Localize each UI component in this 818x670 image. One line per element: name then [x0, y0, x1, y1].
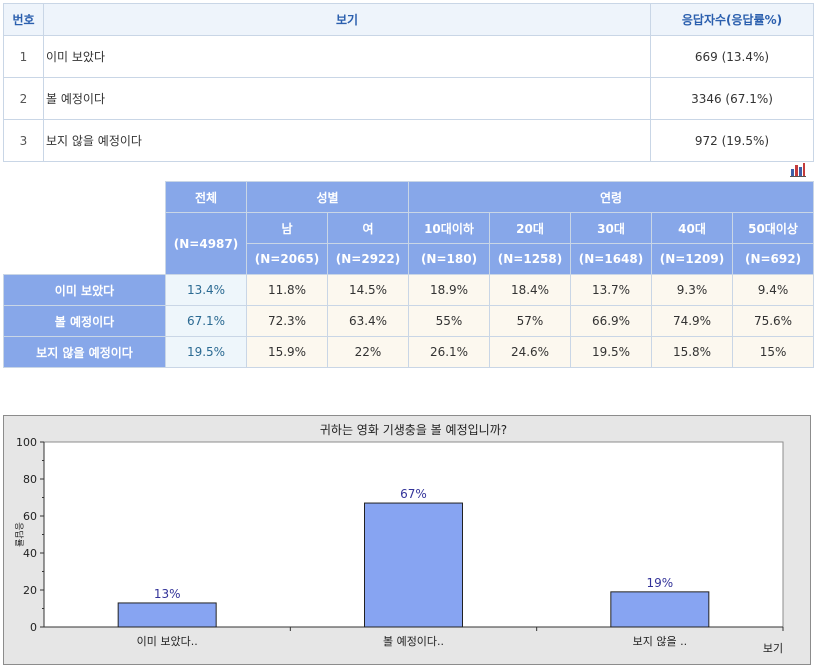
- table-row: 이미 보았다 13.4% 11.8% 14.5% 18.9% 18.4% 13.…: [3, 274, 815, 306]
- x-tick-label: 볼 예정이다..: [383, 635, 444, 648]
- value-cell: 67.1%: [165, 305, 247, 337]
- x-tick-label: 보지 않을 ..: [633, 635, 687, 648]
- value-cell: 66.9%: [570, 305, 652, 337]
- y-axis-label: 응답률: [13, 522, 25, 547]
- y-tick-label: 100: [16, 436, 37, 449]
- gender-label: 여: [327, 212, 409, 244]
- age-n: (N=1209): [651, 243, 733, 275]
- value-cell: 19.5%: [570, 336, 652, 368]
- bar-chart: 귀하는 영화 기생충을 볼 예정입니까? 0 20 40 60 80 100 응답률 13% 이미…: [13, 423, 784, 655]
- x-tick-label: 이미 보았다..: [137, 635, 198, 648]
- value-cell: 63.4%: [327, 305, 409, 337]
- crosstab-table: 전체 성별 연령 (N=4987) 남 여 10대이하 20대 30대 40대 …: [3, 181, 815, 368]
- row-count: 972 (19.5%): [650, 119, 814, 162]
- value-cell: 18.4%: [489, 274, 571, 306]
- y-tick-label: 80: [23, 473, 37, 486]
- row-option: 볼 예정이다: [43, 77, 651, 120]
- row-option: 이미 보았다: [43, 35, 651, 78]
- age-label: 20대: [489, 212, 571, 244]
- bar-chart-icon[interactable]: [790, 162, 806, 177]
- value-cell: 11.8%: [246, 274, 328, 306]
- response-summary-table: 번호 보기 응답자수(응답률%) 1 이미 보았다 669 (13.4%) 2 …: [3, 3, 814, 162]
- bar-data-label: 19%: [646, 576, 673, 590]
- corner-cell: [3, 181, 166, 275]
- value-cell: 14.5%: [327, 274, 409, 306]
- crosstab-group-row: 전체 성별 연령: [3, 181, 815, 275]
- bar: [610, 591, 710, 628]
- value-cell: 9.4%: [731, 274, 815, 306]
- age-label: 10대이하: [408, 212, 490, 244]
- table-row: 보지 않을 예정이다 19.5% 15.9% 22% 26.1% 24.6% 1…: [3, 336, 815, 368]
- value-cell: 74.9%: [651, 305, 733, 337]
- table-row: 2 볼 예정이다 3346 (67.1%): [3, 77, 814, 120]
- gender-n: (N=2922): [327, 243, 409, 275]
- header-count: 응답자수(응답률%): [650, 3, 814, 36]
- age-n: (N=1648): [570, 243, 652, 275]
- y-tick-label: 60: [23, 510, 37, 523]
- y-tick-label: 40: [23, 547, 37, 560]
- y-tick-label: 20: [23, 584, 37, 597]
- header-number: 번호: [3, 3, 44, 36]
- chart-title: 귀하는 영화 기생충을 볼 예정입니까?: [320, 423, 507, 437]
- row-number: 1: [3, 35, 44, 78]
- y-tick-label: 0: [30, 621, 37, 634]
- row-label: 이미 보았다: [3, 274, 166, 306]
- table-row: 3 보지 않을 예정이다 972 (19.5%): [3, 119, 814, 162]
- crosstab-n-row: (N=2065) (N=2922) (N=180) (N=1258) (N=16…: [4, 243, 815, 275]
- gender-group-header: 성별: [246, 181, 409, 213]
- bar-data-label: 67%: [400, 487, 427, 501]
- x-axis-label: 보기: [763, 642, 783, 655]
- crosstab-label-row: (N=4987) 남 여 10대이하 20대 30대 40대 50대이상: [4, 212, 815, 275]
- header-option: 보기: [43, 3, 651, 36]
- age-n: (N=180): [408, 243, 490, 275]
- bar: [364, 502, 463, 628]
- summary-header-row: 번호 보기 응답자수(응답률%): [3, 3, 814, 36]
- value-cell: 24.6%: [489, 336, 571, 368]
- value-cell: 18.9%: [408, 274, 490, 306]
- row-number: 2: [3, 77, 44, 120]
- gender-label: 남: [246, 212, 328, 244]
- age-label: 50대이상: [731, 212, 815, 244]
- age-n: (N=692): [731, 243, 815, 275]
- chart-frame: 귀하는 영화 기생충을 볼 예정입니까? 0 20 40 60 80 100 응답률 13% 이미…: [3, 415, 811, 665]
- row-option: 보지 않을 예정이다: [43, 119, 651, 162]
- age-label: 30대: [570, 212, 652, 244]
- row-count: 669 (13.4%): [650, 35, 814, 78]
- gender-n: (N=2065): [246, 243, 328, 275]
- table-row: 볼 예정이다 67.1% 72.3% 63.4% 55% 57% 66.9% 7…: [3, 305, 815, 337]
- value-cell: 57%: [489, 305, 571, 337]
- value-cell: 13.7%: [570, 274, 652, 306]
- total-n: (N=4987): [165, 212, 247, 275]
- value-cell: 9.3%: [651, 274, 733, 306]
- table-row: 1 이미 보았다 669 (13.4%): [3, 35, 814, 78]
- age-n: (N=1258): [489, 243, 571, 275]
- bar: [117, 602, 217, 628]
- row-label: 볼 예정이다: [3, 305, 166, 337]
- age-group-header: 연령: [407, 181, 815, 213]
- bar-data-label: 13%: [154, 587, 181, 601]
- value-cell: 15.9%: [246, 336, 328, 368]
- row-number: 3: [3, 119, 44, 162]
- row-count: 3346 (67.1%): [650, 77, 814, 120]
- value-cell: 22%: [327, 336, 409, 368]
- value-cell: 15.8%: [651, 336, 733, 368]
- value-cell: 19.5%: [165, 336, 247, 368]
- value-cell: 55%: [408, 305, 490, 337]
- value-cell: 75.6%: [731, 305, 815, 337]
- value-cell: 72.3%: [246, 305, 328, 337]
- value-cell: 15%: [731, 336, 815, 368]
- row-label: 보지 않을 예정이다: [3, 336, 166, 368]
- value-cell: 26.1%: [408, 336, 490, 368]
- age-label: 40대: [651, 212, 733, 244]
- total-header: 전체: [165, 181, 247, 213]
- value-cell: 13.4%: [165, 274, 247, 306]
